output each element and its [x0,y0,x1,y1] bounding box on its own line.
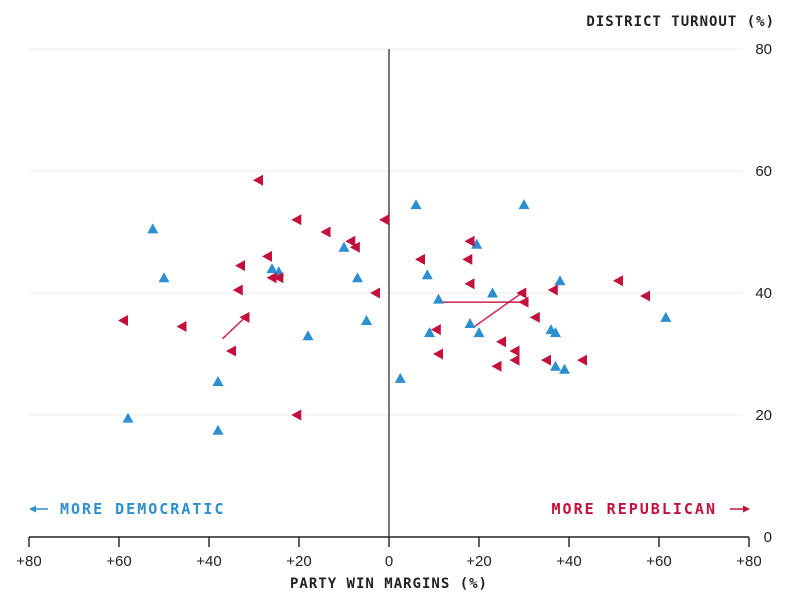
democratic-point [302,330,314,341]
x-tick-label: +80 [736,553,761,570]
republican-point [176,321,187,332]
republican-point [613,275,623,287]
democratic-point [424,327,435,338]
democratic-point [352,272,363,283]
x-tick-label: +80 [16,553,41,570]
x-tick-label: +60 [106,553,131,570]
republican-point [235,260,245,272]
democratic-point [266,263,278,274]
democratic-point [122,412,134,423]
democratic-point [421,269,433,280]
republican-point [226,345,236,357]
republican-point [547,284,558,296]
republican-point [462,253,473,265]
republican-point [577,354,587,366]
republican-point [266,272,277,284]
democratic-point [554,275,566,286]
shift-line [474,292,523,328]
democratic-point [147,223,159,234]
democratic-point [550,360,561,371]
democratic-point [158,272,170,283]
y-tick-label: 60 [755,163,772,180]
republican-point [370,287,380,299]
republican-point [509,354,520,366]
democratic-point [394,372,406,383]
democratic-point [338,241,350,252]
democratic-point [212,376,224,386]
x-tick-label: +40 [556,553,581,570]
arrow-left-icon [29,505,36,513]
more-democratic-label: MORE DEMOCRATIC [60,500,225,518]
x-tick-label: +40 [196,553,221,570]
democratic-point [361,315,372,325]
republican-point [509,345,520,357]
grid [29,48,742,416]
republican-point [291,214,302,226]
democratic-point [550,327,561,338]
democratic-point [433,293,444,304]
republican-point [464,235,475,247]
y-tick-label: 40 [755,285,772,302]
republican-point [529,311,540,323]
republican-point [379,214,389,226]
democratic-point [410,199,422,210]
republican-point [345,235,356,247]
republican-point [433,348,443,360]
democratic-point [559,363,570,374]
republican-point [415,253,425,265]
shift-line [221,316,246,340]
republican-point [291,409,302,421]
democratic-point [660,311,672,322]
x-tick-label: +60 [646,553,671,570]
republican-point [118,315,128,326]
x-tick-label: 0 [385,553,393,570]
republican-point [273,272,284,284]
x-tick-label: +20 [286,553,311,570]
x-axis-title: PARTY WIN MARGINS (%) [290,576,488,592]
republican-point [349,241,360,253]
democratic-point [464,318,476,328]
democratic-point [518,199,530,210]
republican-point [516,287,527,299]
republican-point [232,284,243,296]
republican-point [262,250,272,262]
axes: 0 20 40 60 80 +80 +60 +40 +20 0 +20 +40 +60 +80 [16,41,772,570]
y-tick-label: 0 [764,529,772,546]
y-tick-label: 20 [755,407,772,424]
points [118,174,672,435]
shift-lines [221,292,524,340]
republican-point [253,174,263,186]
more-republican-label: MORE REPUBLICAN [552,500,717,518]
democratic-point [473,327,485,338]
more-republican-annotation: MORE REPUBLICAN [552,500,750,518]
democratic-point [487,287,498,298]
republican-point [430,324,441,336]
republican-point [464,278,475,290]
republican-point [491,360,502,372]
x-tick-label: +20 [466,553,491,570]
democratic-point [212,424,224,435]
republican-point [239,311,250,323]
republican-point [496,336,506,348]
republican-point [518,296,529,308]
republican-point [541,354,551,366]
republican-point [640,290,650,302]
arrow-right-icon [743,505,750,513]
y-axis-title: DISTRICT TURNOUT (%) [586,14,775,30]
more-democratic-annotation: MORE DEMOCRATIC [29,500,225,518]
y-tick-label: 80 [755,41,772,58]
labels: DISTRICT TURNOUT (%) PARTY WIN MARGINS (… [29,14,775,592]
republican-point [320,226,331,238]
